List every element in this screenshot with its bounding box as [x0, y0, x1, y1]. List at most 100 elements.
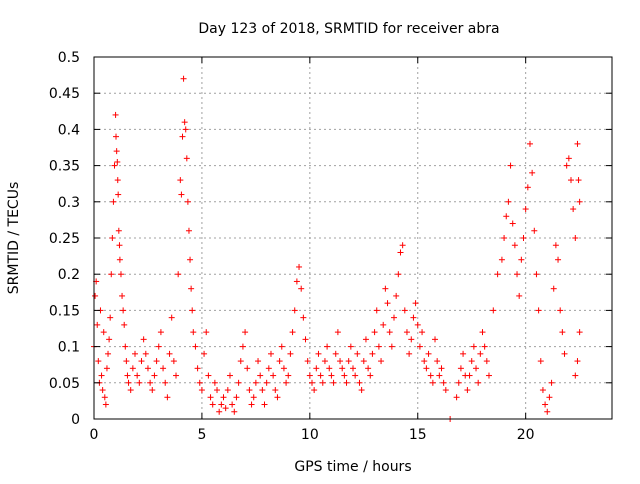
- data-point: [432, 336, 439, 343]
- data-point: [552, 242, 559, 249]
- data-point: [242, 329, 249, 336]
- data-point: [94, 321, 101, 328]
- data-point: [328, 372, 335, 379]
- data-point: [198, 387, 205, 394]
- data-point: [332, 350, 339, 357]
- data-point: [100, 329, 107, 336]
- data-point: [522, 206, 529, 213]
- data-point: [481, 343, 488, 350]
- data-point: [121, 321, 128, 328]
- data-point: [92, 292, 99, 299]
- data-point: [311, 387, 318, 394]
- data-point: [298, 285, 305, 292]
- data-point: [283, 379, 290, 386]
- chart-title: Day 123 of 2018, SRMTID for receiver abr…: [198, 21, 499, 37]
- data-point: [155, 343, 162, 350]
- data-point: [276, 358, 283, 365]
- data-point: [498, 256, 505, 263]
- data-point: [479, 329, 486, 336]
- data-point: [287, 350, 294, 357]
- data-point: [397, 249, 404, 256]
- data-point: [520, 235, 527, 241]
- data-point: [218, 401, 225, 408]
- data-point: [524, 184, 531, 191]
- x-tick-label: 5: [197, 427, 206, 443]
- data-point: [468, 358, 475, 365]
- data-point: [427, 372, 434, 379]
- data-point: [440, 379, 447, 386]
- data-point: [330, 379, 337, 386]
- data-point: [124, 372, 131, 379]
- data-point: [485, 372, 492, 379]
- data-point: [109, 235, 116, 241]
- data-point: [401, 307, 408, 314]
- data-point: [257, 372, 264, 379]
- y-axis-label: SRMTID / TECUs: [6, 182, 22, 295]
- data-point: [149, 387, 156, 394]
- y-tick-labels: 0 0.05 0.1 0.15 0.2 0.25 0.3 0.35 0.4 0.45 0.5: [49, 50, 80, 428]
- data-point: [127, 387, 134, 394]
- data-point: [112, 111, 119, 118]
- data-point: [570, 206, 577, 213]
- y-tick-label: 0.1: [58, 340, 80, 356]
- data-point: [542, 401, 549, 408]
- data-point: [503, 213, 510, 220]
- data-point: [177, 177, 184, 184]
- data-point: [153, 358, 160, 365]
- y-tick-label: 0.3: [58, 195, 80, 211]
- y-tick-label: 0.45: [49, 86, 80, 102]
- data-point: [395, 271, 402, 278]
- data-point: [132, 350, 139, 357]
- data-point: [365, 365, 372, 372]
- data-point: [261, 401, 268, 408]
- data-point: [375, 343, 382, 350]
- data-point: [555, 256, 562, 263]
- data-point: [115, 191, 122, 198]
- data-point: [572, 372, 579, 379]
- data-point: [274, 394, 281, 401]
- data-point: [162, 379, 169, 386]
- data-point: [188, 285, 195, 292]
- data-point: [205, 372, 212, 379]
- data-point: [117, 271, 124, 278]
- data-point: [473, 365, 480, 372]
- data-point: [98, 372, 105, 379]
- data-point: [537, 358, 544, 365]
- data-point: [166, 350, 173, 357]
- data-point: [466, 372, 473, 379]
- data-point: [302, 336, 309, 343]
- data-point: [576, 198, 583, 205]
- data-point: [354, 350, 361, 357]
- data-point: [184, 198, 191, 205]
- data-point: [393, 292, 400, 299]
- data-point: [464, 387, 471, 394]
- data-point: [563, 162, 570, 169]
- data-point: [369, 350, 376, 357]
- data-point: [289, 329, 296, 336]
- data-point: [326, 365, 333, 372]
- data-point: [147, 379, 154, 386]
- data-point: [106, 336, 113, 343]
- x-axis-label: GPS time / hours: [294, 459, 411, 475]
- data-point: [362, 336, 369, 343]
- data-point: [505, 198, 512, 205]
- data-point: [170, 358, 177, 365]
- data-point: [185, 227, 192, 234]
- data-point: [187, 256, 194, 263]
- data-point: [386, 329, 393, 336]
- data-point: [280, 365, 287, 372]
- data-point: [572, 235, 579, 241]
- data-point: [160, 365, 167, 372]
- data-point: [494, 271, 501, 278]
- data-point: [434, 358, 441, 365]
- data-point: [544, 408, 551, 415]
- data-point: [190, 329, 197, 336]
- x-tick-label: 15: [409, 427, 427, 443]
- data-point: [239, 343, 246, 350]
- data-point: [509, 220, 516, 227]
- data-point: [483, 358, 490, 365]
- data-point: [412, 300, 419, 307]
- data-point: [248, 401, 255, 408]
